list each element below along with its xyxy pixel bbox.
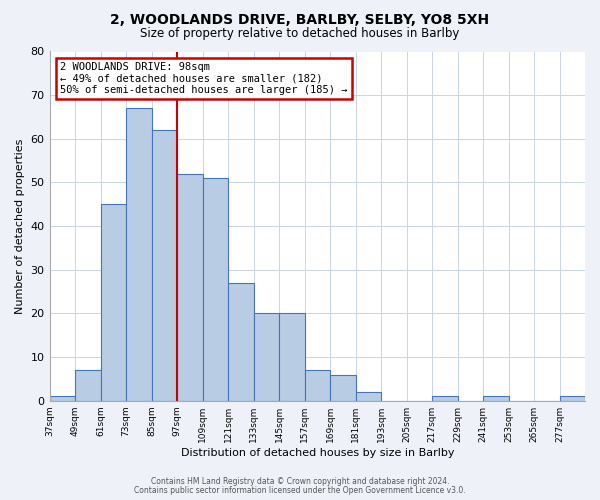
Bar (50, 396, 75, 400)
Bar (177, 174, 203, 400)
Bar (228, 283, 254, 401)
Bar (75, 370, 101, 400)
Text: Size of property relative to detached houses in Barlby: Size of property relative to detached ho… (140, 28, 460, 40)
Bar (254, 314, 279, 400)
Bar (279, 314, 305, 400)
Y-axis label: Number of detached properties: Number of detached properties (15, 138, 25, 314)
Bar (203, 178, 228, 400)
Bar (101, 204, 126, 400)
Bar (432, 396, 458, 400)
Bar (126, 108, 152, 401)
Text: Contains public sector information licensed under the Open Government Licence v3: Contains public sector information licen… (134, 486, 466, 495)
Bar (305, 370, 330, 400)
Text: 2 WOODLANDS DRIVE: 98sqm
← 49% of detached houses are smaller (182)
50% of semi-: 2 WOODLANDS DRIVE: 98sqm ← 49% of detach… (60, 62, 348, 95)
Bar (330, 374, 356, 400)
Text: 2, WOODLANDS DRIVE, BARLBY, SELBY, YO8 5XH: 2, WOODLANDS DRIVE, BARLBY, SELBY, YO8 5… (110, 12, 490, 26)
Bar (356, 392, 381, 400)
Text: Contains HM Land Registry data © Crown copyright and database right 2024.: Contains HM Land Registry data © Crown c… (151, 477, 449, 486)
Bar (152, 130, 177, 400)
Bar (483, 396, 509, 400)
Bar (560, 396, 585, 400)
X-axis label: Distribution of detached houses by size in Barlby: Distribution of detached houses by size … (181, 448, 454, 458)
